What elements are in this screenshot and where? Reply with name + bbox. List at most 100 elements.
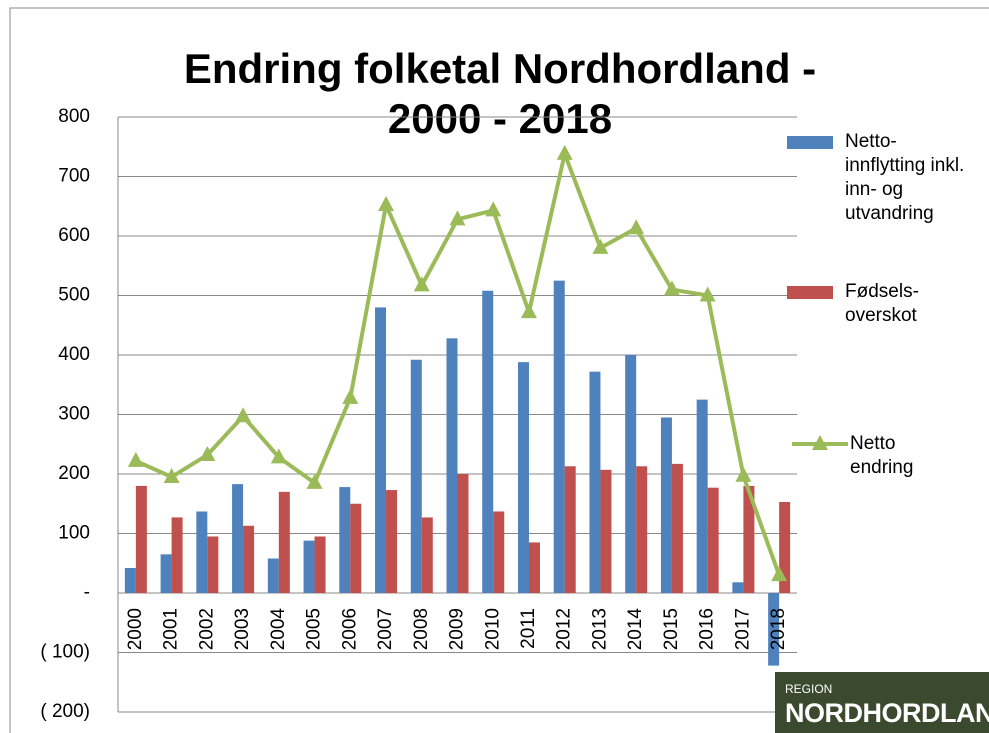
x-tick-label: 2011 (518, 608, 539, 649)
line-marker (628, 219, 645, 235)
line-marker (270, 448, 287, 464)
logo-bottom: NORDHORDLAND (785, 698, 989, 728)
bar (636, 466, 648, 593)
bar (457, 474, 469, 593)
bar (779, 501, 791, 593)
bar (375, 307, 387, 593)
x-tick-label: 2006 (339, 608, 360, 650)
chart-title: Endring folketal Nordhordland - (184, 45, 816, 92)
line-marker (199, 445, 216, 461)
legend-label: Netto-innflytting inkl. inn- og utvandri… (845, 131, 965, 224)
logo-top: REGION (785, 682, 833, 696)
line-marker (592, 238, 609, 254)
bar (553, 280, 565, 593)
legend-swatch (787, 286, 833, 299)
bar (732, 582, 744, 593)
bar (160, 554, 172, 593)
bar (303, 540, 315, 593)
bar (671, 463, 683, 593)
chart-title: 2000 - 2018 (388, 95, 612, 142)
bar (482, 290, 494, 593)
legend-item: Netto endring (792, 432, 940, 480)
y-tick-label: 700 (58, 166, 90, 187)
legend-label: Fødsels-overskot (845, 281, 919, 326)
x-tick-label: 2001 (161, 608, 182, 650)
line-marker (342, 388, 359, 404)
x-tick-label: 2005 (304, 608, 325, 650)
line-marker (663, 280, 680, 296)
bar (528, 542, 540, 593)
legend-swatch (787, 136, 833, 149)
y-tick-label: 100 (58, 523, 90, 544)
legend-swatch (787, 136, 833, 149)
y-tick-label: 800 (58, 106, 90, 127)
x-tick-label: 2004 (268, 608, 289, 651)
x-tick-label: 2015 (661, 608, 682, 650)
bar (386, 490, 398, 593)
x-tick-label: 2018 (768, 608, 789, 650)
bar (743, 485, 755, 593)
line-marker (306, 473, 323, 489)
bar (171, 517, 183, 593)
x-tick-label: 2003 (232, 608, 253, 650)
x-tick-label: 2000 (125, 608, 146, 650)
line-marker (520, 303, 537, 319)
bar (625, 355, 637, 593)
bar (232, 484, 244, 593)
bar (517, 362, 529, 593)
bar (196, 511, 208, 593)
bar (768, 593, 780, 666)
bar (564, 466, 576, 593)
bar (278, 491, 290, 593)
line-marker (735, 466, 752, 482)
line-marker (699, 286, 716, 302)
legend-item: Netto-innflytting inkl. inn- og utvandri… (787, 130, 975, 226)
bar (696, 399, 708, 593)
x-tick-label: 2009 (447, 608, 468, 650)
line-marker (163, 467, 180, 483)
x-tick-label: 2007 (375, 608, 396, 650)
line-marker (449, 210, 466, 226)
legend-swatch (792, 435, 848, 450)
x-tick-label: 2016 (697, 608, 718, 650)
y-tick-label: 300 (58, 404, 90, 425)
chart-border (9, 7, 989, 733)
line-marker (127, 451, 144, 467)
x-tick-label: 2017 (732, 608, 753, 650)
bar (446, 338, 458, 593)
y-tick-label: ( 100) (40, 642, 90, 663)
x-tick-label: 2014 (625, 608, 646, 651)
bar (600, 469, 612, 593)
y-tick-label: ( 200) (40, 701, 90, 722)
bar (135, 485, 147, 593)
line-marker (771, 566, 788, 582)
legend-swatch (812, 435, 828, 450)
y-tick-label: - (84, 582, 90, 603)
x-tick-label: 2010 (482, 608, 503, 650)
y-tick-label: 400 (58, 344, 90, 365)
y-tick-label: 500 (58, 285, 90, 306)
bar (589, 371, 601, 593)
line-marker (413, 276, 430, 292)
bar (421, 517, 433, 593)
bar (339, 487, 351, 593)
x-tick-label: 2012 (554, 608, 575, 650)
x-tick-label: 2002 (196, 608, 217, 650)
legend-label: Netto endring (850, 433, 914, 478)
x-tick-label: 2013 (589, 608, 610, 650)
line-marker (556, 144, 573, 160)
legend-item: Fødsels-overskot (787, 280, 975, 328)
bar (350, 503, 362, 593)
bar (267, 558, 279, 593)
bar (124, 568, 136, 593)
bar (243, 525, 255, 593)
logo: REGION NORDHORDLAND (775, 672, 989, 733)
legend-swatch (787, 286, 833, 299)
bar (493, 511, 505, 593)
line-marker (378, 196, 395, 212)
x-tick-label: 2008 (411, 608, 432, 650)
bar (314, 536, 326, 593)
line-marker (485, 201, 502, 217)
